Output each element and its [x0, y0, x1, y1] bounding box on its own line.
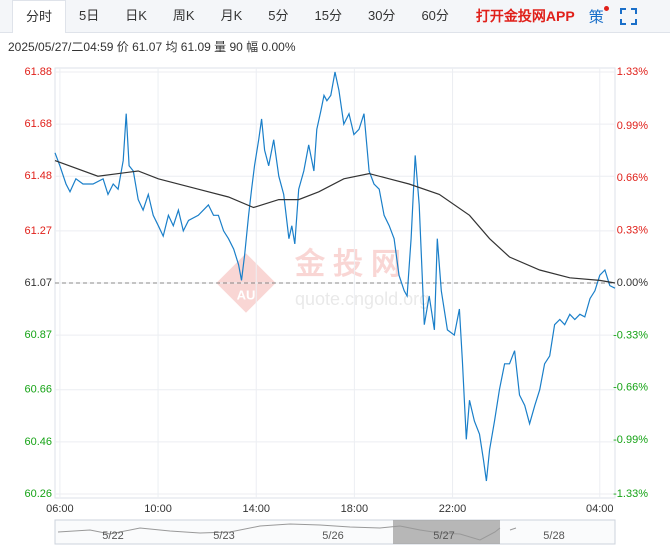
navigator-line: [57, 523, 517, 541]
watermark-logo: AU: [237, 287, 256, 302]
y-tick-label: 61.68: [24, 118, 52, 130]
tab[interactable]: 分时: [12, 0, 67, 33]
y2-tick-label: 0.33%: [617, 225, 648, 237]
y2-tick-label: 1.33%: [617, 66, 648, 78]
navigator-window[interactable]: [393, 520, 500, 544]
navigator-label: 5/26: [322, 530, 343, 542]
y2-tick-label: -0.66%: [613, 382, 648, 394]
navigator-label: 5/23: [213, 530, 234, 542]
y2-tick-label: 0.99%: [617, 120, 648, 132]
strategy-button[interactable]: 策: [589, 5, 609, 27]
x-tick-label: 10:00: [144, 503, 172, 515]
price-line: [54, 71, 616, 482]
x-tick-label: 18:00: [341, 503, 369, 515]
watermark-url: quote.cngold.org: [295, 289, 429, 309]
y2-tick-label: -1.33%: [613, 488, 648, 500]
navigator-label: 5/22: [102, 530, 123, 542]
app-link[interactable]: 打开金投网APP: [475, 8, 575, 24]
x-tick-label: 04:00: [586, 503, 614, 515]
y-tick-label: 60.26: [24, 488, 52, 500]
price-line: [54, 160, 616, 284]
y-tick-label: 61.27: [24, 225, 52, 237]
tab-bar: 分时 5日 日K 周K 月K 5分 15分 30分 60分 打开金投网APP 策: [0, 0, 670, 33]
tab[interactable]: 60分: [421, 8, 449, 23]
y-tick-label: 60.66: [24, 384, 52, 396]
tab[interactable]: 5日: [79, 8, 100, 23]
navigator-label: 5/27: [433, 530, 454, 542]
watermark-brand: 金投网: [294, 247, 409, 281]
tab[interactable]: 月K: [220, 8, 243, 23]
fullscreen-button[interactable]: [619, 7, 637, 25]
y2-tick-label: 0.66%: [617, 172, 648, 184]
x-tick-label: 06:00: [46, 503, 74, 515]
tab[interactable]: 5分: [268, 8, 289, 23]
tab[interactable]: 周K: [172, 8, 195, 23]
watermark: AU 金投网 quote.cngold.org: [216, 247, 429, 313]
navigator[interactable]: [54, 519, 616, 545]
info-line: 2025/05/27/二04:59 价 61.07 均 61.09 量 90 幅…: [8, 40, 296, 54]
y-tick-label: 61.88: [24, 66, 52, 78]
tab[interactable]: 30分: [367, 8, 396, 23]
y-tick-label: 60.87: [24, 329, 52, 341]
y-tick-label: 61.07: [24, 277, 52, 289]
y-tick-label: 61.48: [24, 170, 52, 182]
navigator-label: 5/28: [543, 530, 564, 542]
x-tick-label: 14:00: [242, 503, 270, 515]
y2-tick-label: -0.33%: [613, 329, 648, 341]
tab[interactable]: 15分: [314, 8, 342, 23]
y2-tick-label: 0.00%: [617, 277, 648, 289]
x-tick-label: 22:00: [439, 503, 467, 515]
tab[interactable]: 日K: [125, 8, 147, 23]
y2-tick-label: -0.99%: [613, 434, 648, 446]
y-tick-label: 60.46: [24, 436, 52, 448]
